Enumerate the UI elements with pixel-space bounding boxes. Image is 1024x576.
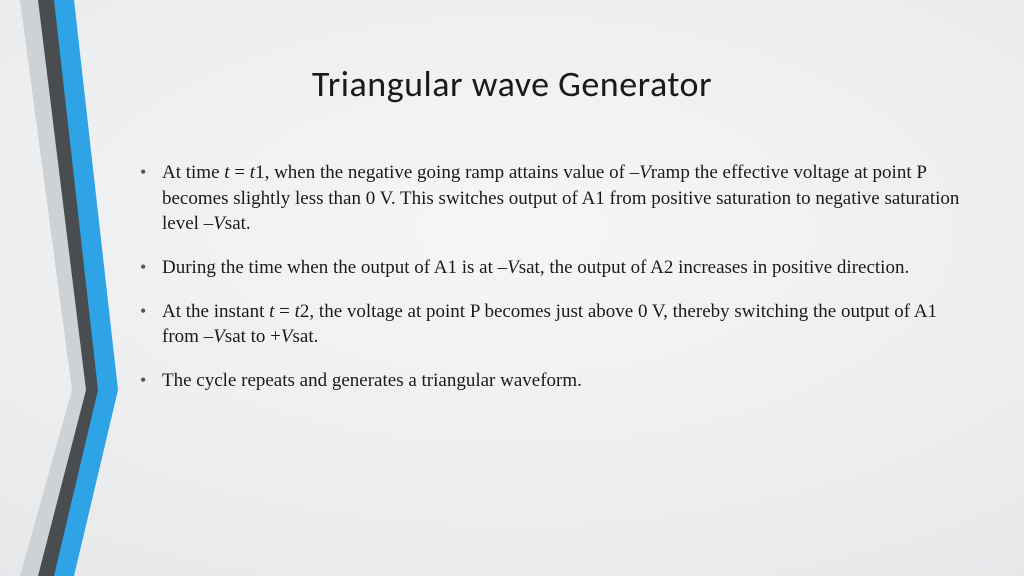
bullet-item: At the instant t = t2, the voltage at po…	[140, 299, 964, 350]
slide: Triangular wave Generator At time t = t1…	[0, 0, 1024, 576]
bullet-item: At time t = t1, when the negative going …	[140, 160, 964, 237]
slide-body: At time t = t1, when the negative going …	[140, 160, 964, 411]
slide-title: Triangular wave Generator	[0, 62, 1024, 106]
bullet-item: During the time when the output of A1 is…	[140, 255, 964, 281]
bullet-item: The cycle repeats and generates a triang…	[140, 368, 964, 394]
